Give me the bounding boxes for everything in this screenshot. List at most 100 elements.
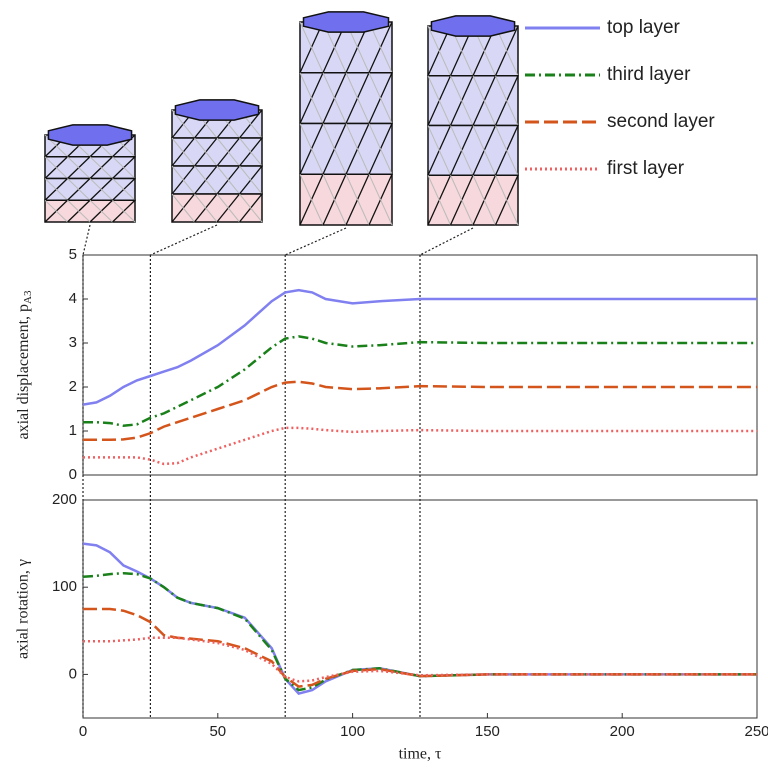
cylinder-strut-back <box>112 178 136 201</box>
cylinder-strut-back <box>345 123 370 175</box>
y-tick-label: 200 <box>52 491 77 508</box>
cylinder-strut-back <box>67 178 91 201</box>
cylinder-strut-back <box>216 137 240 167</box>
cylinder-strut-back <box>427 125 451 176</box>
x-tick-label: 100 <box>340 723 365 740</box>
cylinder-strut-back <box>216 165 240 195</box>
y-tick-label: 1 <box>69 422 77 439</box>
cylinder-layer <box>427 174 519 226</box>
cylinder-strut-back <box>345 72 370 124</box>
cylinder-strut-back <box>44 199 68 223</box>
y-tick-label: 0 <box>69 466 77 483</box>
top-y-label: axial displacement, pA3 <box>15 290 34 439</box>
cylinder-strut-back <box>427 25 451 76</box>
series-line <box>83 335 757 427</box>
legend-label: first layer <box>607 158 685 179</box>
cylinder-strut-back <box>239 137 263 167</box>
cylinder-strut-back <box>427 175 451 226</box>
cylinder-strut-back <box>112 199 136 223</box>
cylinder-strut-back <box>472 125 496 176</box>
cylinder-layer <box>44 156 136 180</box>
cylinder-strut-back <box>368 174 393 226</box>
cylinder-layer <box>299 72 393 125</box>
cylinder-strut-back <box>450 125 474 176</box>
cylinder-strut-back <box>112 156 136 179</box>
cylinder-top <box>302 11 390 33</box>
cylinder-strut-back <box>216 193 240 223</box>
cylinder-strut-back <box>171 137 195 167</box>
cylinder-strut-back <box>44 156 68 179</box>
y-tick-label: 3 <box>69 334 77 351</box>
cylinder-layer <box>171 165 263 195</box>
y-tick-label: 4 <box>69 290 77 307</box>
cylinder-layer <box>299 173 393 226</box>
x-label: time, τ <box>399 746 442 763</box>
y-tick-label: 100 <box>52 578 77 595</box>
cylinder-strut-back <box>89 156 113 179</box>
cylinder-layer <box>171 193 263 223</box>
cylinder-strut-back <box>239 165 263 195</box>
cylinder-strut-back <box>472 175 496 226</box>
cylinder-strut-back <box>171 193 195 223</box>
cylinder-strut-back <box>322 174 347 226</box>
y-tick-label: 0 <box>69 665 77 682</box>
cylinder-layer <box>44 177 136 201</box>
legend-label: second layer <box>607 111 715 132</box>
cylinder-strut-back <box>194 137 218 167</box>
connector <box>284 227 347 256</box>
cylinder-layer <box>171 137 263 167</box>
cylinder-strut-back <box>368 72 393 124</box>
illustrations <box>44 11 519 226</box>
cylinder-strut-back <box>299 174 324 226</box>
cylinder-strut-back <box>450 175 474 226</box>
connector <box>82 224 91 256</box>
cylinder-strut-back <box>299 123 324 175</box>
cylinder-layer <box>299 122 393 175</box>
connector <box>419 227 474 256</box>
cylinder-top <box>174 99 260 121</box>
cylinder-strut-back <box>495 175 519 226</box>
x-tick-label: 150 <box>475 723 500 740</box>
cylinder-top <box>47 124 133 146</box>
cylinder-strut-back <box>44 178 68 201</box>
cylinder-strut-back <box>171 165 195 195</box>
series-line <box>82 571 757 692</box>
cylinder-strut-back <box>495 75 519 126</box>
legend-label: third layer <box>607 64 691 85</box>
y-label-text: axial displacement, p <box>15 304 32 440</box>
x-tick-label: 250 <box>744 723 768 740</box>
bottom-y-label: axial rotation, γ <box>15 559 32 659</box>
series-line <box>83 607 757 688</box>
cylinder-layer <box>44 199 136 223</box>
cylinder-layer <box>427 75 519 127</box>
cylinder-strut-back <box>194 165 218 195</box>
cylinder-strut-back <box>368 123 393 175</box>
cylinder-top <box>430 15 516 37</box>
cylinder-strut-back <box>450 75 474 126</box>
y-label-sub: A3 <box>22 290 34 304</box>
cylinder-strut-back <box>427 75 451 126</box>
cylinder-strut-back <box>89 178 113 201</box>
legend-label: top layer <box>607 17 681 38</box>
cylinder-strut-back <box>299 21 324 73</box>
series-line <box>82 288 757 406</box>
y-tick-label: 2 <box>69 378 77 395</box>
cylinder-strut-back <box>322 123 347 175</box>
cylinder-strut-back <box>299 72 324 124</box>
cylinder-strut-back <box>495 125 519 176</box>
cylinder-strut-back <box>345 174 370 226</box>
cylinder-strut-back <box>67 199 91 223</box>
cylinder-strut-back <box>89 199 113 223</box>
connector <box>150 224 218 256</box>
series-line <box>83 426 757 466</box>
y-tick-label: 5 <box>69 246 77 263</box>
x-tick-label: 50 <box>209 723 226 740</box>
cylinder-strut-back <box>239 193 263 223</box>
cylinder-strut-back <box>194 193 218 223</box>
x-tick-label: 0 <box>79 723 87 740</box>
cylinder-strut-back <box>472 75 496 126</box>
cylinder-strut-back <box>322 72 347 124</box>
cylinder-layer <box>427 124 519 176</box>
cylinder-strut-back <box>67 156 91 179</box>
